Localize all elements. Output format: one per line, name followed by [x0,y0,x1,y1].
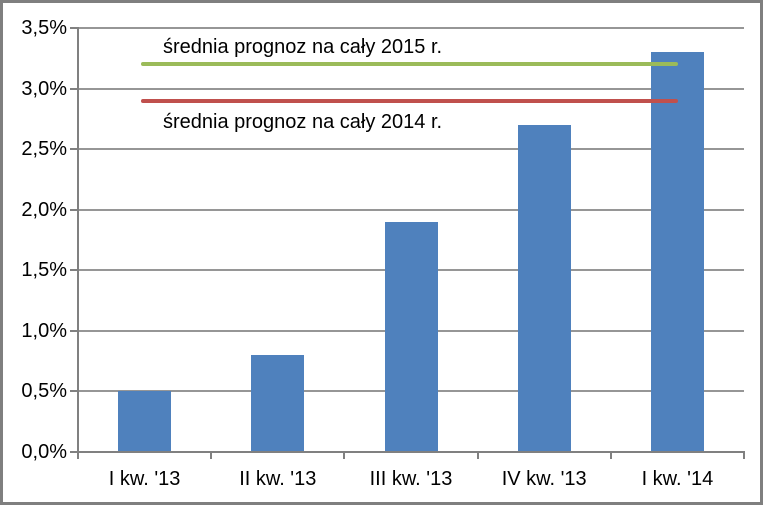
bar [650,52,704,452]
y-axis [77,27,79,459]
y-axis-label: 2,5% [21,138,67,161]
y-axis-label: 3,0% [21,77,67,100]
x-tick-mark [743,452,745,459]
y-tick-mark [70,27,78,29]
bar [251,355,305,452]
y-axis-label: 2,0% [21,198,67,221]
bar [517,124,571,452]
x-tick-mark [343,452,346,459]
bar [118,391,172,452]
x-tick-mark [609,452,612,459]
bar [384,221,438,452]
y-axis-label: 1,5% [21,259,67,282]
y-axis-label: 0,0% [21,441,67,463]
y-tick-mark [70,329,78,332]
y-gridline [78,208,744,211]
annotation-2015-forecast: średnia prognoz na cały 2015 r. [163,36,443,59]
y-axis-label: 0,5% [21,380,67,403]
y-tick-mark [70,451,78,453]
reference-line-2014 [141,98,678,103]
y-tick-mark [70,390,78,393]
y-gridline [78,148,744,151]
x-axis-label: I kw. '13 [108,468,181,490]
y-tick-mark [70,269,78,272]
y-axis-label: 1,0% [21,319,67,342]
y-axis-label: 3,5% [21,17,67,39]
reference-line-2015 [141,62,678,67]
x-axis-label: IV kw. '13 [501,468,587,490]
x-axis-label: I kw. '14 [641,468,714,490]
y-gridline [78,27,744,29]
y-tick-mark [70,87,78,90]
x-axis-label: III kw. '13 [369,468,453,490]
x-axis [77,451,745,453]
y-gridline [78,87,744,90]
y-tick-mark [70,148,78,151]
x-axis-label: II kw. '13 [239,468,317,490]
annotation-2014-forecast: średnia prognoz na cały 2014 r. [163,110,443,133]
x-tick-mark [476,452,479,459]
y-tick-mark [70,208,78,211]
x-tick-mark [210,452,213,459]
